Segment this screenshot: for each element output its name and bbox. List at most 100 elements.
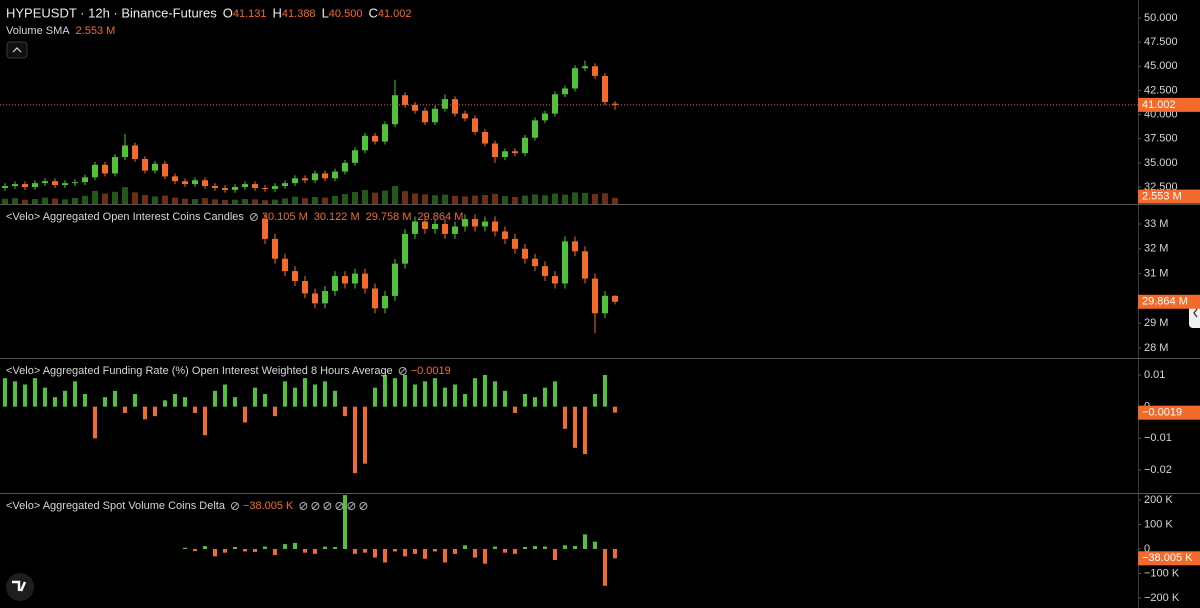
y-tick-label: −100 K — [1144, 567, 1180, 579]
bar — [213, 549, 217, 557]
bar — [413, 549, 417, 554]
volume-bar — [122, 187, 128, 204]
volume-bar — [422, 194, 428, 204]
candle-body — [292, 178, 298, 184]
y-tick-label: 45.000 — [1144, 60, 1178, 72]
bar — [543, 387, 547, 407]
volume-bar — [2, 198, 8, 204]
collapse-button[interactable] — [6, 41, 28, 59]
volume-bar — [62, 199, 68, 204]
candle-body — [312, 293, 318, 304]
bar — [533, 397, 537, 407]
candle-body — [272, 186, 278, 189]
candle-body — [452, 99, 458, 114]
icon — [299, 502, 308, 510]
volume-bar — [512, 197, 518, 204]
volume-bar — [362, 190, 368, 204]
candle-body — [312, 173, 318, 181]
bar — [603, 549, 607, 586]
candle-body — [402, 95, 408, 105]
icon — [312, 502, 319, 510]
bar — [353, 549, 357, 554]
y-tick-label: 0.01 — [1144, 369, 1165, 381]
bar — [573, 406, 577, 448]
legend-value: 29.758 M — [366, 211, 412, 223]
icon — [230, 502, 239, 510]
bar — [223, 384, 227, 407]
candle-body — [582, 251, 588, 279]
bar — [263, 546, 267, 550]
candle-body — [572, 68, 578, 89]
candle-body — [472, 219, 478, 227]
volume-bar — [452, 195, 458, 204]
volume-bar — [92, 190, 98, 204]
volume-bar — [242, 199, 248, 204]
candle-body — [72, 182, 78, 184]
candle-body — [2, 186, 8, 188]
candle-body — [282, 183, 288, 187]
volume-bar — [582, 192, 588, 204]
bar — [63, 390, 67, 407]
bar — [463, 393, 467, 407]
candle-body — [392, 263, 398, 296]
volume-bar — [42, 197, 48, 204]
volume-bar — [302, 198, 308, 204]
icon — [399, 367, 407, 375]
volume-bar — [522, 195, 528, 204]
volume-bar — [602, 193, 608, 204]
volume-bar — [202, 198, 208, 204]
candle-body — [92, 164, 98, 178]
bar — [383, 549, 387, 563]
bar — [243, 549, 247, 552]
volume-bar — [282, 198, 288, 204]
logo[interactable] — [6, 573, 34, 601]
y-tick-label: −0.01 — [1144, 432, 1172, 444]
bar — [303, 378, 307, 407]
bar — [323, 381, 327, 407]
volume-bar — [472, 195, 478, 204]
legend-value: 30.122 M — [314, 211, 360, 223]
candle-body — [512, 151, 518, 154]
volume-bar — [492, 193, 498, 204]
y-tick-label: 200 K — [1144, 494, 1173, 506]
candle-body — [252, 184, 258, 188]
bar — [13, 381, 17, 407]
volume-bar — [372, 192, 378, 204]
candle-body — [362, 135, 368, 151]
bar — [83, 393, 87, 407]
volume-bar — [132, 192, 138, 204]
candle-body — [452, 226, 458, 234]
volume-bar — [272, 199, 278, 204]
candle-body — [302, 178, 308, 181]
bar — [593, 541, 597, 550]
candle-body — [232, 187, 238, 190]
candle-body — [462, 219, 468, 227]
legend-key: L — [322, 5, 329, 20]
volume-bar — [22, 199, 28, 204]
bar — [353, 406, 357, 474]
pane-title: <Velo> Aggregated Funding Rate (%) Open … — [6, 365, 393, 377]
candle-body — [442, 99, 448, 109]
volume-bar — [562, 194, 568, 204]
volume-bar — [182, 198, 188, 204]
candle-body — [482, 131, 488, 144]
candle-body — [522, 248, 528, 259]
bar — [413, 384, 417, 407]
bar — [193, 406, 197, 413]
volume-bar — [332, 195, 338, 204]
bar — [393, 378, 397, 407]
bar — [363, 406, 367, 464]
candle-body — [62, 183, 68, 186]
pane-title: HYPEUSDT · 12h · Binance-Futures — [6, 5, 217, 20]
bar — [253, 387, 257, 407]
candle-body — [542, 266, 548, 277]
bar — [193, 549, 197, 551]
candle-body — [22, 184, 28, 187]
bar — [293, 542, 297, 550]
volume-bar — [152, 196, 158, 204]
candle-body — [162, 163, 168, 177]
candle-body — [562, 88, 568, 95]
bar — [153, 406, 157, 417]
candle-body — [552, 276, 558, 284]
